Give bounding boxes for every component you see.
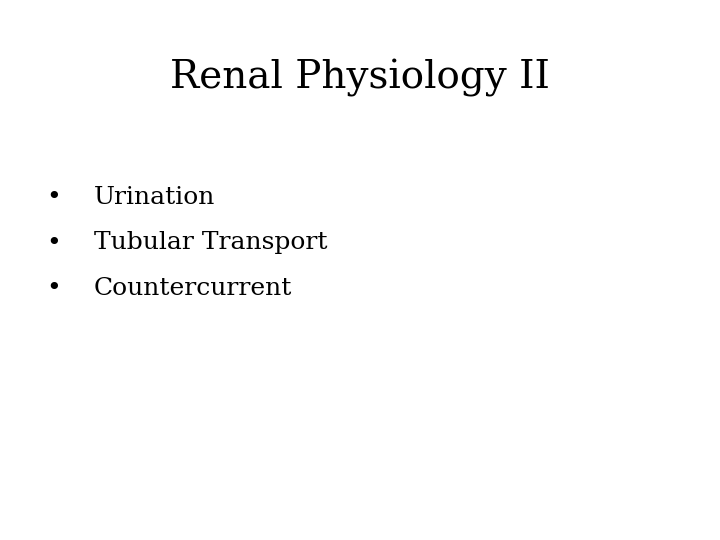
Text: •: • <box>47 278 61 300</box>
Text: Renal Physiology II: Renal Physiology II <box>170 59 550 97</box>
Text: Countercurrent: Countercurrent <box>94 278 292 300</box>
Text: Urination: Urination <box>94 186 215 208</box>
Text: •: • <box>47 186 61 208</box>
Text: •: • <box>47 232 61 254</box>
Text: Tubular Transport: Tubular Transport <box>94 232 327 254</box>
